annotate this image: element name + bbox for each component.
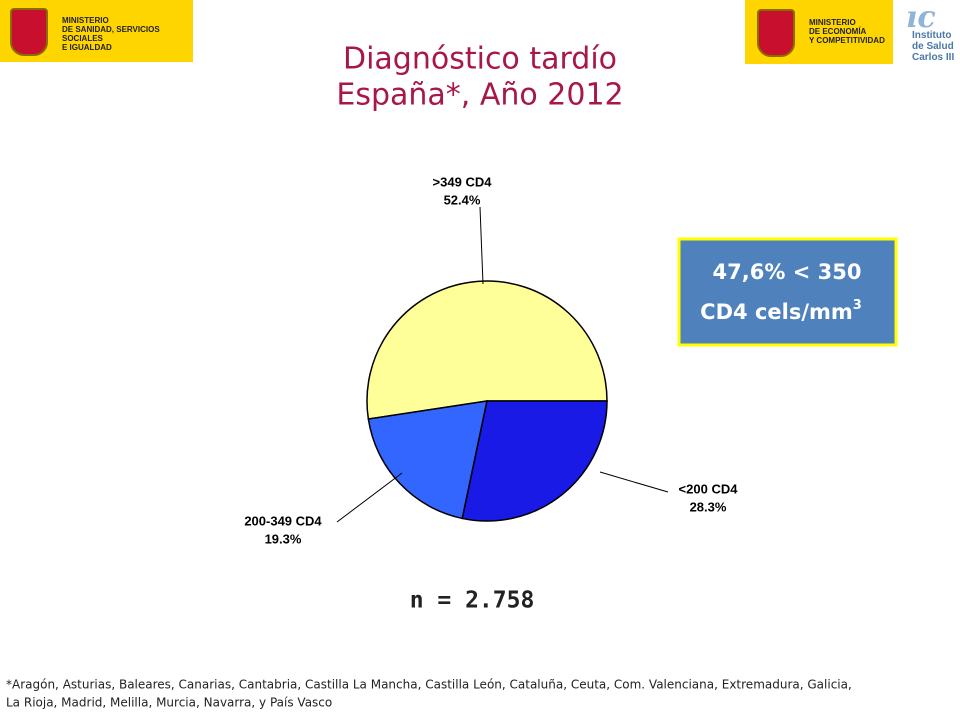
annotation-text: CD4 cels/mm <box>700 300 853 324</box>
logo-text: MINISTERIO DE ECONOMÍA Y COMPETITIVIDAD <box>809 18 885 45</box>
value-label: 52.4% <box>444 192 481 207</box>
leader-line <box>599 471 669 493</box>
pie: >349 CD4 52.4% 200-349 CD4 19.3% <200 CD4 28.… <box>244 174 738 546</box>
footnote: La Rioja, Madrid, Melilla, Murcia, Navar… <box>6 696 332 710</box>
logo-mark: ıc <box>906 0 936 35</box>
slice-label: <200 CD4 <box>679 481 739 496</box>
chart-title: España*, Año 2012 <box>336 78 623 113</box>
annotation-box <box>677 237 898 347</box>
pie-slice <box>366 280 608 420</box>
coat-of-arms <box>10 8 48 56</box>
slice-label: >349 CD4 <box>433 174 493 189</box>
logo-text: MINISTERIO DE SANIDAD, SERVICIOS SOCIALE… <box>62 16 160 52</box>
ministry-logo: MINISTERIO DE SANIDAD, SERVICIOS SOCIALE… <box>0 0 193 62</box>
leader-line <box>479 206 484 285</box>
pie-slice <box>461 400 608 522</box>
value-label: 19.3% <box>265 531 302 546</box>
logo-text: Instituto de Salud Carlos III <box>912 30 955 63</box>
annotation: 47,6% < 350 <box>713 260 862 284</box>
sample-size: n = 2.758 <box>410 588 535 614</box>
slice-label: 200-349 CD4 <box>244 513 322 528</box>
isciii-logo: ıc Instituto de Salud Carlos III <box>898 0 960 66</box>
leader-line <box>336 472 403 523</box>
annotation-superscript: 3 <box>853 298 862 313</box>
coat-of-arms <box>757 9 795 57</box>
pie-slice <box>367 400 488 520</box>
footnote: *Aragón, Asturias, Baleares, Canarias, C… <box>6 678 852 692</box>
value-label: 28.3% <box>690 499 727 514</box>
annotation: CD4 cels/mm3 <box>700 298 862 325</box>
chart-title: Diagnóstico tardío <box>343 42 617 77</box>
ministry-logo: MINISTERIO DE ECONOMÍA Y COMPETITIVIDAD <box>745 0 893 64</box>
